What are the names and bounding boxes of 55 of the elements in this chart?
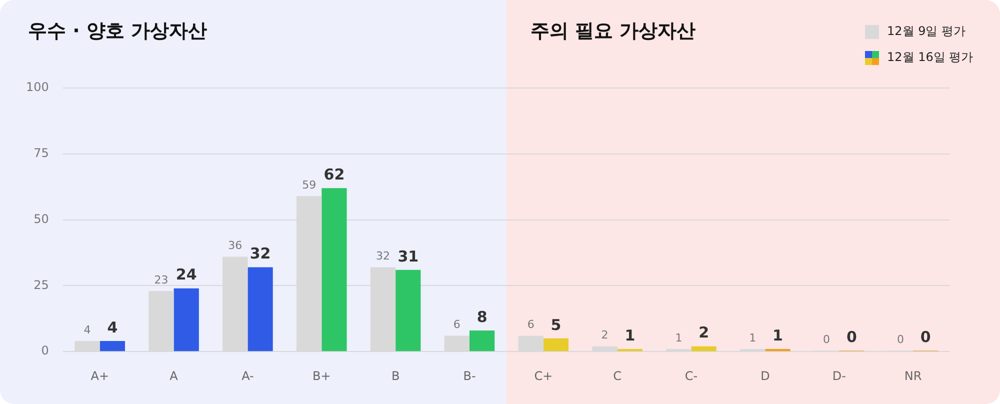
legend-label: 12월 9일 평가 — [887, 24, 966, 38]
data-label: 0 — [920, 328, 931, 346]
data-label: 32 — [250, 244, 271, 263]
data-label: 0 — [896, 332, 904, 346]
y-tick-label: 75 — [34, 146, 49, 160]
data-label: 1 — [675, 331, 682, 344]
bar — [396, 270, 421, 352]
legend-label: 12월 16일 평가 — [887, 50, 974, 64]
data-label: 0 — [846, 328, 857, 346]
data-label: 36 — [228, 239, 242, 252]
data-label: 1 — [624, 326, 636, 344]
x-tick-label: D — [760, 368, 770, 383]
data-label: 62 — [324, 166, 345, 184]
bar — [765, 348, 790, 352]
y-tick-label: 25 — [34, 278, 49, 292]
y-tick-label: 0 — [41, 344, 49, 358]
data-label: 2 — [698, 324, 710, 342]
x-tick-label: B+ — [312, 368, 331, 383]
x-tick-label: D- — [832, 368, 846, 383]
y-tick-label: 100 — [26, 80, 49, 94]
x-tick-label: C — [613, 368, 622, 383]
bar — [469, 330, 495, 352]
data-label: 6 — [527, 318, 534, 332]
data-label: 6 — [453, 318, 460, 332]
x-tick-label: C+ — [534, 368, 553, 383]
bar — [100, 341, 125, 352]
data-label: 4 — [84, 323, 91, 336]
y-tick-label: 50 — [34, 212, 49, 226]
data-label: 1 — [772, 326, 783, 344]
data-label: 0 — [823, 332, 830, 346]
bar — [543, 338, 569, 352]
bar — [617, 348, 642, 352]
x-tick-label: NR — [904, 368, 922, 383]
data-label: 2 — [601, 328, 608, 342]
band-label: 주의 필요 가상자산 — [530, 20, 696, 42]
data-label: 8 — [476, 308, 488, 326]
data-label: 32 — [376, 250, 390, 263]
data-label: 31 — [398, 247, 419, 266]
x-tick-label: A — [170, 368, 179, 383]
data-label: 4 — [107, 318, 118, 336]
x-tick-label: B- — [463, 368, 476, 383]
x-tick-label: B — [391, 368, 400, 383]
data-label: 1 — [749, 331, 756, 344]
bar — [322, 188, 347, 352]
x-tick-label: A- — [242, 368, 254, 383]
bar — [691, 346, 716, 352]
data-label: 59 — [302, 178, 316, 192]
data-label: 5 — [550, 316, 562, 334]
bar — [174, 288, 199, 352]
bar — [248, 267, 273, 352]
band-label: 우수 · 양호 가상자산 — [28, 20, 208, 42]
data-label: 24 — [176, 266, 197, 284]
data-label: 23 — [154, 273, 168, 286]
x-tick-label: C- — [684, 368, 698, 383]
x-tick-label: A+ — [90, 368, 109, 383]
